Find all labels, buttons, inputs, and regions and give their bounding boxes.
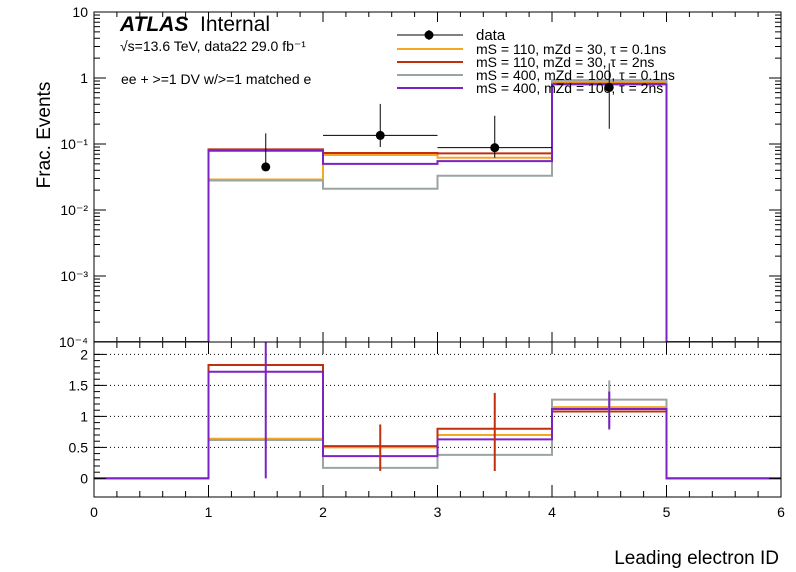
x-axis-label: Leading electron ID <box>614 548 779 569</box>
ratio-histograms <box>94 363 781 480</box>
histogram-series-4 <box>94 83 781 343</box>
x-tick-label: 0 <box>90 504 98 520</box>
ratio-error-bars <box>264 342 611 479</box>
data-point <box>604 82 614 92</box>
x-tick-label: 1 <box>205 504 213 520</box>
atlas-label: ATLAS <box>119 13 188 36</box>
ratio-y-tick-label: 1 <box>80 408 88 424</box>
y-tick-label: 10⁻² <box>60 202 88 218</box>
internal-label: Internal <box>200 13 270 36</box>
legend-label-3: mS = 400, mZd = 100, τ = 0.1ns <box>476 67 675 83</box>
x-tick-label: 3 <box>434 504 442 520</box>
y-tick-label: 10⁻³ <box>60 268 88 284</box>
legend-label-4: mS = 400, mZd = 100, τ = 2ns <box>476 80 663 96</box>
data-point <box>490 143 500 153</box>
y-axis-label: Frac. Events <box>34 82 55 189</box>
y-tick-label: 10⁻¹ <box>60 136 88 152</box>
legend-label-data: data <box>476 27 506 44</box>
y-tick-label: 10⁻⁴ <box>59 334 88 350</box>
ratio-y-tick-label: 0.5 <box>69 439 89 455</box>
y-tick-label: 10 <box>72 4 88 20</box>
legend-entry-data: data <box>397 27 506 44</box>
x-tick-label: 5 <box>663 504 671 520</box>
top-ticks: 10 1 10⁻¹ 10⁻² 10⁻³ 10⁻⁴ <box>59 4 782 350</box>
data-point <box>261 162 271 172</box>
legend-data-marker <box>424 30 434 40</box>
ratio-y-tick-label: 0 <box>80 470 88 486</box>
top-panel: 10 1 10⁻¹ 10⁻² 10⁻³ 10⁻⁴ Frac. Events ATLAS I… <box>34 4 782 350</box>
ratio-y-tick-label: 1.5 <box>69 377 89 393</box>
top-data-points <box>261 63 614 172</box>
x-tick-label: 6 <box>777 504 785 520</box>
ratio-plot-area <box>94 342 781 497</box>
ratio-panel: 0 0.5 1 1.5 2 0 1 2 3 4 5 6 Leading electron ID <box>69 341 785 569</box>
ratio-ticks: 0 0.5 1 1.5 2 0 1 2 3 4 5 6 <box>69 342 785 520</box>
x-tick-label: 4 <box>548 504 556 520</box>
y-tick-label: 1 <box>80 70 88 86</box>
legend-label-2: mS = 110, mZd = 30, τ = 2ns <box>476 54 654 70</box>
ratio-y-tick-label: 2 <box>80 346 88 362</box>
legend-label-1: mS = 110, mZd = 30, τ = 0.1ns <box>476 41 666 57</box>
data-point <box>375 130 385 140</box>
x-tick-label: 2 <box>319 504 327 520</box>
energy-label: √s=13.6 TeV, data22 29.0 fb⁻¹ <box>120 38 306 54</box>
selection-label: ee + >=1 DV w/>=1 matched e <box>121 71 312 87</box>
top-histograms <box>94 79 781 343</box>
ratio-series-4 <box>94 370 781 480</box>
